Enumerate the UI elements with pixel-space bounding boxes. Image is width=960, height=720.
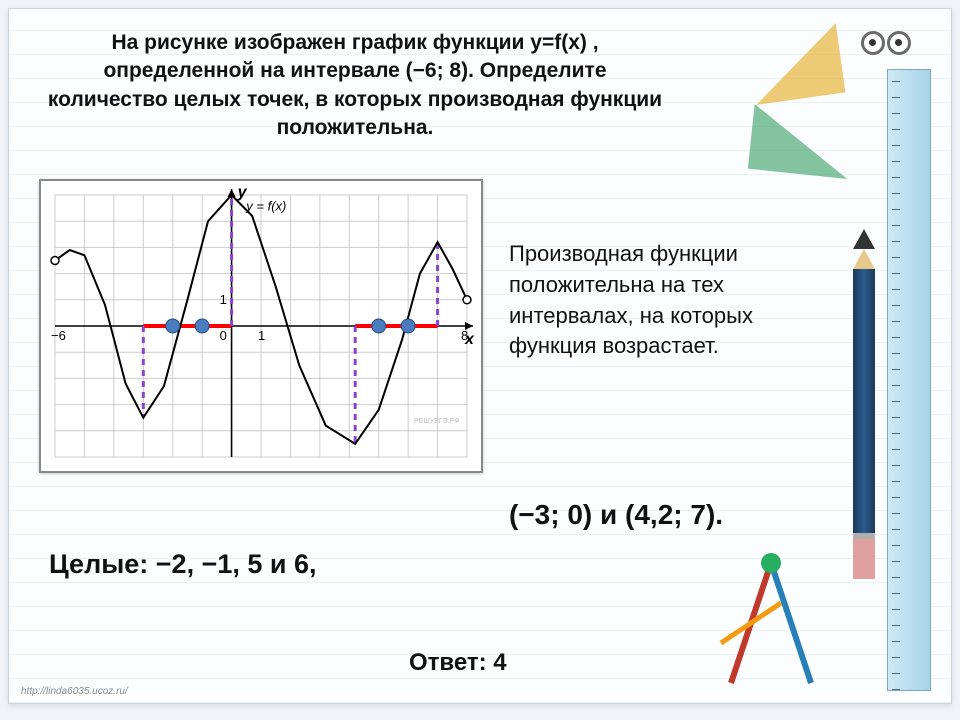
svg-text:1: 1 [258, 328, 265, 343]
answer-label: Ответ: 4 [409, 649, 507, 677]
problem-title: На рисунке изображен график функции y=f(… [45, 29, 665, 142]
chart-svg: yxy = f(x)011−68РЕШУЕГЭ.РФ [41, 181, 481, 471]
svg-text:8: 8 [461, 328, 468, 343]
svg-text:1: 1 [220, 292, 227, 307]
compass-icon [711, 543, 831, 693]
pencil-icon [853, 229, 875, 579]
svg-text:РЕШУЕГЭ.РФ: РЕШУЕГЭ.РФ [414, 418, 460, 425]
eyes-icon [861, 27, 911, 63]
slide-page: На рисунке изображен график функции y=f(… [8, 8, 952, 704]
source-watermark: http://linda6035.ucoz.ru/ [21, 686, 128, 697]
explanation-text: Производная функции положительна на тех … [509, 239, 819, 362]
ruler-icon [887, 69, 931, 691]
svg-text:y = f(x): y = f(x) [245, 199, 286, 214]
svg-text:0: 0 [220, 328, 227, 343]
function-chart: yxy = f(x)011−68РЕШУЕГЭ.РФ [39, 179, 483, 473]
set-square-icon [747, 23, 846, 105]
integers-text: Целые: −2, −1, 5 и 6, [49, 549, 489, 580]
svg-text:−6: −6 [51, 328, 66, 343]
set-square-green-icon [748, 104, 854, 179]
